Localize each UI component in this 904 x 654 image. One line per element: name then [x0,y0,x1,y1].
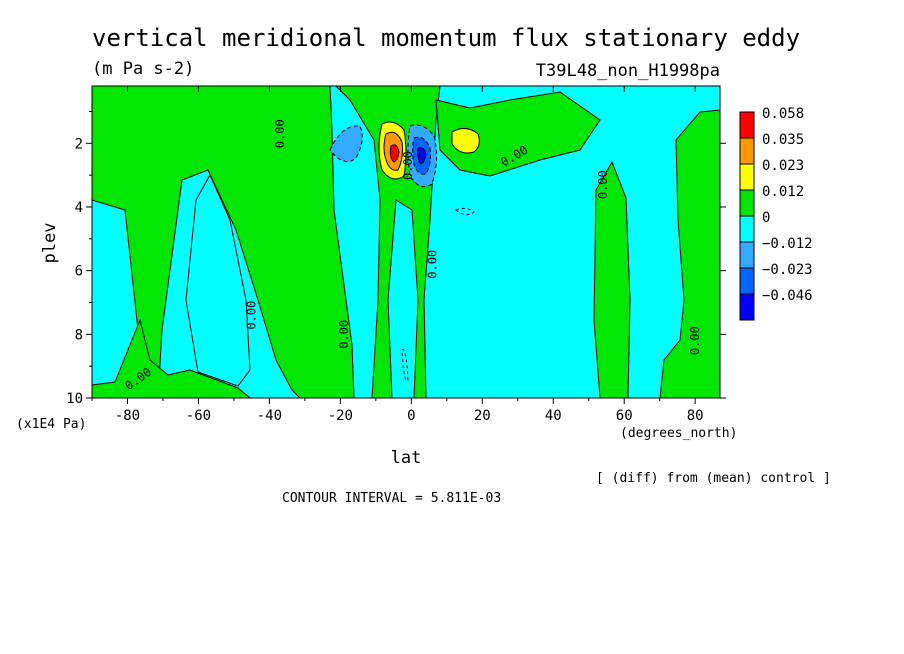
colorbar-label: −0.046 [762,288,813,304]
colorbar-label: 0.058 [762,106,804,122]
y-axis-units: (x1E4 Pa) [16,417,86,432]
contour-label: 0.00 [337,320,351,349]
colorbar-swatch [739,215,755,243]
colorbar-label: 0.012 [762,184,804,200]
plot-frame [91,85,721,399]
y-tick-label: 4 [75,200,83,216]
colorbar-swatch [739,111,755,139]
y-axis: 2 4 6 8 10 [66,110,726,407]
x-tick-label: -20 [328,408,353,424]
positive-core-nh [451,128,480,154]
contour-label: 0.00 [426,250,440,279]
contour-interval: CONTOUR INTERVAL = 5.811E-03 [282,491,501,506]
x-tick-label: 60 [616,408,633,424]
contour-label: 0.00 [401,151,415,180]
negative-core-deepblue [417,147,427,165]
comparison-note: [ (diff) from (mean) control ] [596,471,831,486]
colorbar-swatch [739,267,755,295]
chart-title: vertical meridional momentum flux statio… [92,24,800,52]
colorbar-label: −0.012 [762,236,813,252]
cyan-region-south-mid [185,173,251,387]
x-axis: -80 -60 -40 -20 0 20 40 60 80 [91,86,704,424]
contour-label: 0.00 [273,119,287,148]
chart-units: (m Pa s-2) [92,59,194,79]
y-tick-label: 8 [75,327,83,343]
x-tick-label: -60 [186,408,211,424]
x-tick-label: 40 [545,408,562,424]
plot-area: 0.000.000.000.000.000.000.000.000.00 [91,85,721,399]
run-label: T39L48_non_H1998pa [536,61,720,81]
y-tick-label: 6 [75,264,83,280]
positive-core-red [389,144,400,163]
green-region-northern-column [593,160,631,399]
colorbar-swatch [739,189,755,217]
x-tick-label: -80 [115,408,140,424]
x-tick-label: -40 [257,408,282,424]
dashed-contour-equator-low [401,348,409,382]
x-tick-label: 0 [407,408,415,424]
colorbar-swatch [739,137,755,165]
contour-label: 0.00 [596,170,610,199]
contour-label: 0.00 [688,326,702,355]
y-tick-label: 10 [66,391,83,407]
colorbar-swatch [739,163,755,191]
x-tick-label: 20 [474,408,491,424]
green-region-arctic [659,109,721,399]
dashed-contour-nh-small [455,207,475,216]
x-axis-label: lat [391,448,422,468]
contour-label: 0.00 [245,301,259,330]
contour-fills [91,85,721,399]
x-axis-units: (degrees_north) [620,426,737,441]
colorbar-swatch [739,241,755,269]
x-tick-label: 80 [687,408,704,424]
colorbar-label: 0 [762,210,770,226]
y-tick-label: 2 [75,136,83,152]
contour-cores [329,121,480,382]
colorbar-swatch [739,293,755,321]
colorbar-label: −0.023 [762,262,813,278]
colorbar: 0.058 0.035 0.023 0.012 0 −0.012 −0.023 −0.046 [739,106,813,321]
negative-core-sh-outer [329,125,363,163]
colorbar-label: 0.035 [762,132,804,148]
colorbar-label: 0.023 [762,158,804,174]
y-axis-label: plev [40,223,60,264]
green-region-nh-jet [435,91,601,177]
